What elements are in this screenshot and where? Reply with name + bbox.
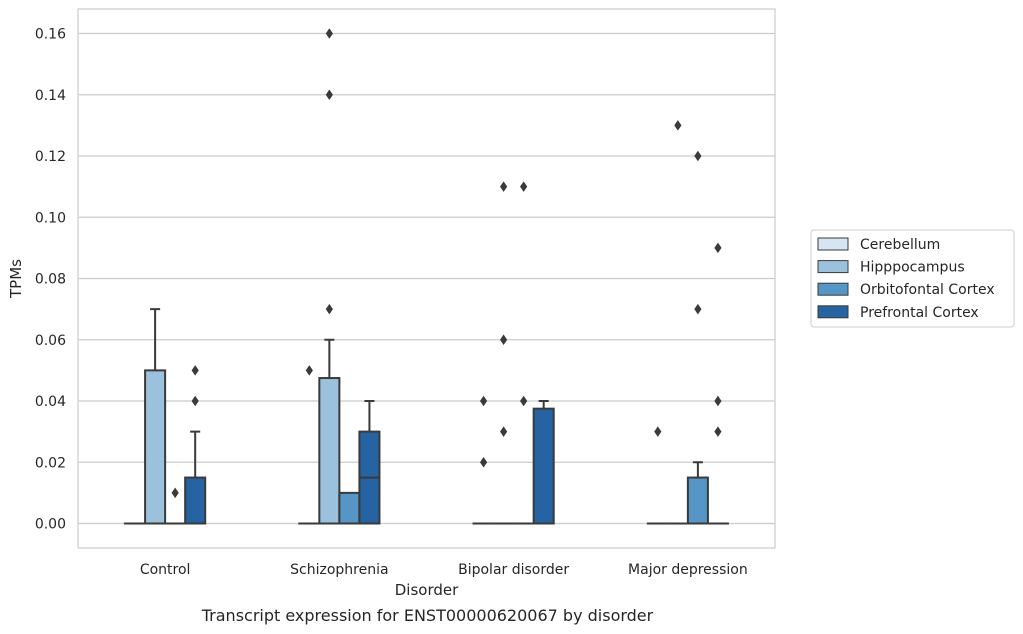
outlier-point [654,426,662,437]
y-tick-label: 0.06 [35,333,66,349]
y-tick-label: 0.16 [35,27,66,43]
y-axis-label: TPMs [7,259,25,299]
box-body [338,491,361,525]
legend-label: Cerebellum [860,237,940,253]
box-1-3 [358,400,381,525]
outlier-point [479,457,488,468]
outlier-point [325,28,333,39]
legend-label: Prefrontal Cortex [860,305,979,321]
outlier-point [171,487,179,499]
outlier-point [191,395,199,407]
y-tick-label: 0.04 [35,394,66,410]
box-1-0 [298,365,321,525]
legend: Cerebellum Hipppocampus Orbitofontal Corte… [810,229,1015,328]
x-tick-label: Major depression [628,562,748,578]
box-3-1 [666,120,689,525]
box-body [184,476,207,525]
box-body [318,377,341,525]
y-tick-label: 0.10 [35,210,66,226]
x-axis-label: Disorder [395,581,459,599]
grid-lines [78,32,775,525]
box-body [686,476,709,525]
x-tick-label: Control [140,562,191,578]
legend-swatch [817,237,849,251]
y-tick-label: 0.00 [35,517,66,533]
box-1-1 [318,28,341,525]
outlier-point [714,242,722,254]
box-0-2 [164,487,187,525]
y-tick-label: 0.02 [35,455,66,471]
outlier-point [694,150,702,162]
box-1-2 [338,491,361,525]
box-3-2 [686,150,709,525]
plot-frame [77,8,776,549]
box-0-3 [184,365,207,525]
outlier-point [714,395,722,407]
box-body [532,407,555,525]
legend-frame [810,229,1015,328]
box-2-0 [472,395,495,525]
outlier-point [694,303,702,315]
x-tick-labels: Control Schizophrenia Bipolar disorder Majo… [140,562,748,578]
x-tick-label: Schizophrenia [290,562,388,578]
box-2-3 [532,400,555,525]
outlier-point [500,426,508,437]
outlier-point [325,89,333,100]
outlier-point [500,181,508,192]
legend-swatch [817,260,849,274]
box-3-0 [646,426,669,525]
legend-label: Hipppocampus [860,260,965,276]
y-tick-label: 0.12 [35,149,66,165]
y-tick-label: 0.14 [35,88,66,104]
box-0-1 [144,308,167,525]
outlier-point [325,303,333,315]
legend-swatch [817,282,849,296]
outlier-point [674,120,682,131]
box-marks [124,28,729,525]
outlier-point [520,181,528,192]
figure-caption: Transcript expression for ENST0000062006… [201,606,654,625]
outlier-point [520,395,528,407]
outlier-point [305,365,313,376]
outlier-point [500,334,508,345]
outlier-point [714,426,722,437]
outlier-point [479,395,488,407]
box-2-1 [492,181,515,525]
x-tick-label: Bipolar disorder [458,562,569,578]
y-tick-labels: 0.00 0.02 0.04 0.06 0.08 0.10 0.12 0.14 0.16 [35,27,66,533]
outlier-point [191,365,199,376]
legend-label: Orbitofontal Cortex [860,282,995,298]
y-tick-label: 0.08 [35,272,66,288]
box-body [144,369,167,525]
legend-swatch [817,305,849,319]
box-3-3 [706,242,729,525]
box-2-2 [512,181,535,525]
